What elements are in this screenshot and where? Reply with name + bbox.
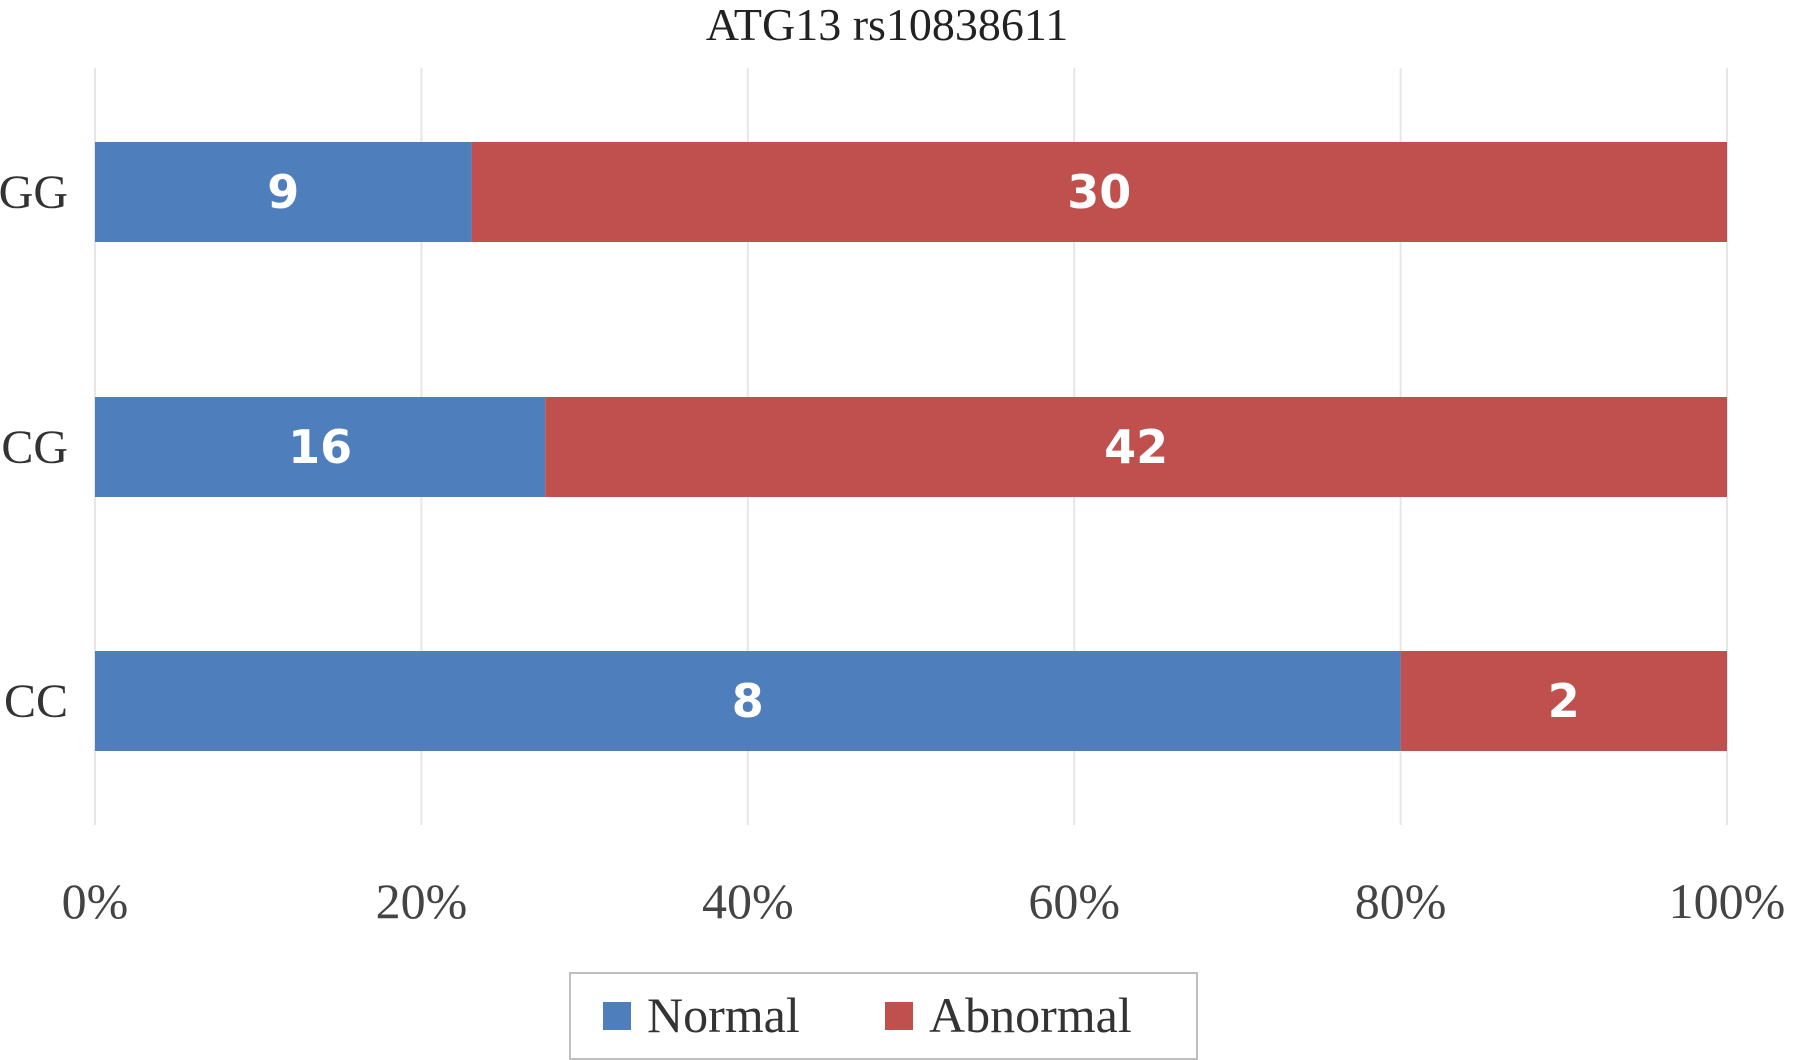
x-tick-label: 100% bbox=[1669, 873, 1786, 929]
data-label: 42 bbox=[1104, 420, 1168, 474]
y-axis-categories: GG CG CC bbox=[0, 166, 68, 728]
data-label: 9 bbox=[267, 165, 299, 219]
bar-cg-abnormal bbox=[545, 397, 1727, 497]
x-axis-ticks: 0% 20% 40% 60% 80% 100% bbox=[62, 873, 1786, 929]
bars: 9 30 16 42 8 2 bbox=[95, 142, 1728, 751]
bar-gg-normal bbox=[95, 142, 472, 242]
category-label: CG bbox=[1, 421, 68, 474]
legend-label-abnormal: Abnormal bbox=[929, 987, 1132, 1043]
data-label: 2 bbox=[1548, 674, 1580, 728]
x-tick-label: 40% bbox=[702, 873, 794, 929]
chart-title: ATG13 rs10838611 bbox=[706, 0, 1068, 50]
legend-box bbox=[569, 972, 1198, 1060]
x-tick-label: 0% bbox=[62, 873, 129, 929]
legend-swatch-normal bbox=[603, 1002, 631, 1030]
data-label: 30 bbox=[1067, 165, 1131, 219]
category-label: CC bbox=[4, 675, 68, 728]
bar-cc-abnormal bbox=[1400, 651, 1727, 751]
x-tick-label: 20% bbox=[376, 873, 468, 929]
legend: Normal Abnormal bbox=[569, 972, 1198, 1060]
data-label: 8 bbox=[732, 674, 764, 728]
legend-label-normal: Normal bbox=[647, 987, 800, 1043]
bar-gg-abnormal bbox=[471, 142, 1728, 242]
x-tick-label: 80% bbox=[1355, 873, 1447, 929]
legend-swatch-abnormal bbox=[885, 1002, 913, 1030]
x-tick-label: 60% bbox=[1028, 873, 1120, 929]
data-label: 16 bbox=[288, 420, 352, 474]
bar-cc-normal bbox=[95, 651, 1401, 751]
category-label: GG bbox=[0, 166, 68, 219]
bar-cg-normal bbox=[95, 397, 546, 497]
